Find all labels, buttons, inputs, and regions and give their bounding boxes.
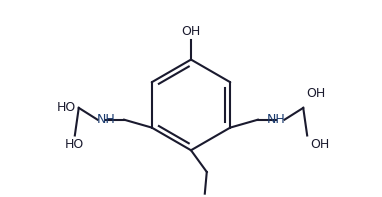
Text: HO: HO xyxy=(65,138,84,151)
Text: OH: OH xyxy=(310,138,329,151)
Text: OH: OH xyxy=(306,87,325,100)
Text: HO: HO xyxy=(57,101,76,114)
Text: OH: OH xyxy=(181,25,201,38)
Text: NH: NH xyxy=(97,113,116,126)
Text: NH: NH xyxy=(266,113,285,126)
